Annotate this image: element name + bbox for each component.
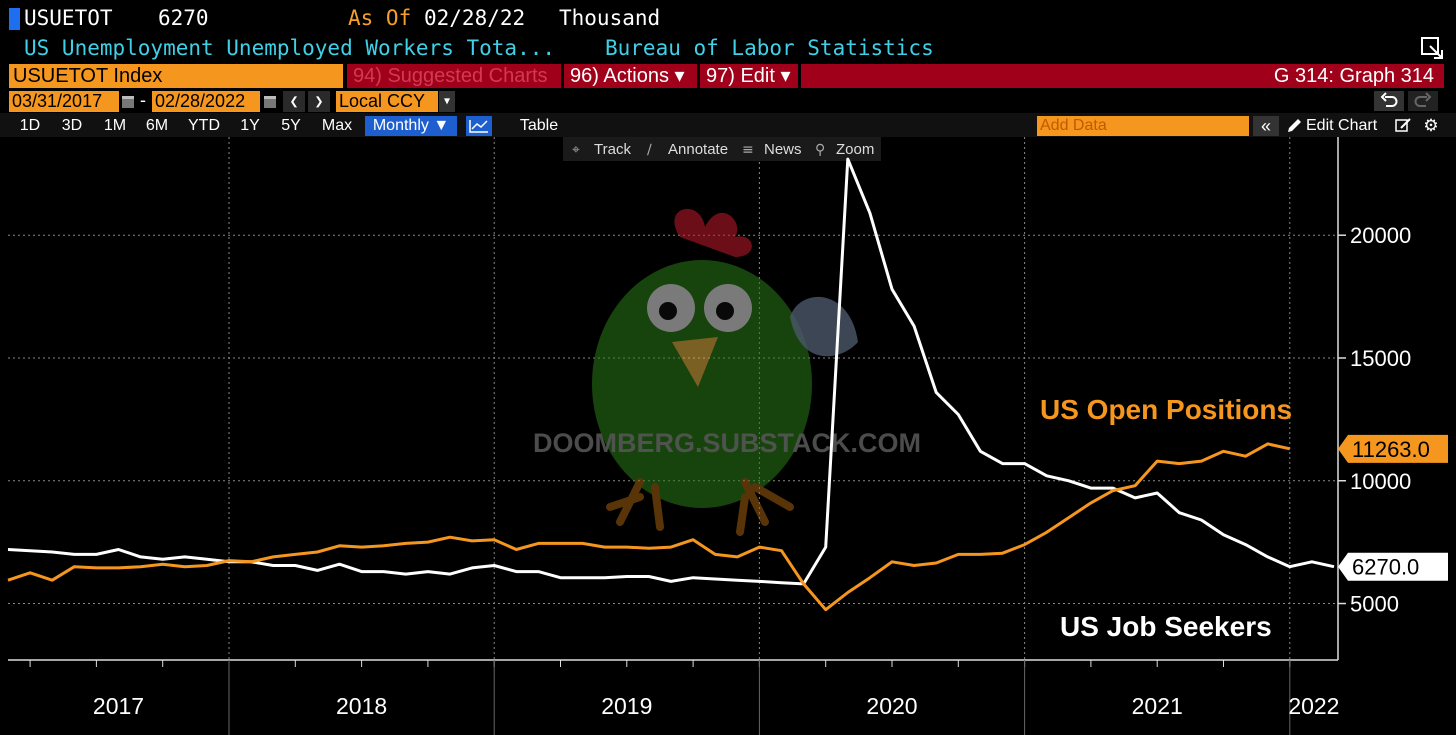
chart-area: DOOMBERG.SUBSTACK.COM ⌖ Track ∕ Annotate… — [7, 137, 1448, 735]
collapse-icon[interactable]: « — [1253, 116, 1279, 136]
add-data-input[interactable]: Add Data — [1037, 116, 1249, 136]
x-tick-label: 2019 — [601, 693, 652, 719]
table-view-button[interactable]: Table — [519, 117, 559, 134]
last-value: 6270 — [158, 6, 209, 30]
y-tick-label: 5000 — [1350, 592, 1399, 617]
last-value-tag-job-seekers-shape — [1338, 552, 1448, 581]
x-tick-label: 2020 — [866, 693, 917, 719]
period-1y-button[interactable]: 1Y — [240, 117, 260, 134]
series-label-job-seekers: US Job Seekers — [1060, 611, 1272, 642]
search-icon[interactable]: ⚲ — [815, 142, 825, 158]
track-tool[interactable]: Track — [594, 141, 631, 158]
previous-period-button[interactable]: ❮ — [283, 91, 305, 112]
chart-tools-bar: ⌖ Track ∕ Annotate ≡ News ⚲ Zoom — [563, 137, 881, 161]
last-value-tag-open-positions-text: 11263.0 — [1352, 437, 1430, 462]
date-separator: - — [140, 90, 146, 110]
period-max-button[interactable]: Max — [321, 117, 353, 134]
series-line-open-positions — [7, 442, 1291, 612]
chevron-down-icon[interactable]: ▼ — [439, 91, 455, 112]
last-value-tag-job-seekers: 6270.0 — [1338, 552, 1448, 581]
period-1m-button[interactable]: 1M — [103, 117, 127, 134]
y-tick-label: 15000 — [1350, 346, 1411, 371]
period-3d-button[interactable]: 3D — [61, 117, 83, 134]
description-row: US Unemployment Unemployed Workers Tota.… — [0, 36, 1456, 62]
x-tick-label: 2018 — [336, 693, 387, 719]
news-tool-icon[interactable]: ≡ — [742, 142, 754, 158]
graph-label: G 314: Graph 314 — [801, 64, 1444, 88]
line-chart-icon — [469, 120, 488, 133]
undo-icon — [1380, 92, 1398, 107]
line-chart-toggle[interactable] — [466, 116, 492, 136]
series-label-open-positions: US Open Positions — [1040, 394, 1292, 425]
date-range-row: 03/31/2017 - 02/28/2022 ❮ ❯ Local CCY ▼ — [0, 89, 1456, 113]
edit-chart-button[interactable]: Edit Chart — [1306, 117, 1378, 134]
next-period-button[interactable]: ❯ — [308, 91, 330, 112]
edit-settings-icon[interactable] — [1392, 116, 1414, 136]
y-tick-label: 20000 — [1350, 223, 1411, 248]
currency-select[interactable]: Local CCY — [336, 91, 438, 112]
redo-button[interactable] — [1408, 91, 1438, 111]
gear-icon[interactable]: ⚙ — [1423, 116, 1439, 135]
calendar-icon[interactable] — [121, 93, 135, 109]
undo-button[interactable] — [1374, 91, 1404, 111]
as-of-label: As Of — [348, 6, 412, 30]
source-label: Bureau of Labor Statistics — [605, 36, 934, 60]
annotate-tool-icon[interactable]: ∕ — [647, 142, 652, 158]
security-field[interactable]: USUETOT Index — [9, 64, 343, 88]
period-ytd-button[interactable]: YTD — [188, 117, 220, 134]
last-value-tag-job-seekers-text: 6270.0 — [1352, 555, 1419, 580]
y-axis-ticks: 5000 10000 15000 20000 — [1338, 223, 1411, 617]
end-date-field[interactable]: 02/28/2022 — [152, 91, 260, 112]
menu-bar: USUETOT Index 94) Suggested Charts 96) A… — [0, 62, 1456, 89]
selection-marker — [9, 8, 20, 30]
redo-icon — [1414, 92, 1432, 107]
security-header: USUETOT 6270 As Of 02/28/22 Thousand — [0, 0, 1456, 36]
frequency-select[interactable]: Monthly ▼ — [365, 116, 457, 136]
edit-menu[interactable]: 97) Edit ▾ — [700, 64, 798, 88]
period-6m-button[interactable]: 6M — [145, 117, 169, 134]
period-5y-button[interactable]: 5Y — [281, 117, 301, 134]
last-value-tag-open-positions-shape — [1338, 434, 1448, 463]
news-tool[interactable]: News — [764, 141, 802, 158]
series-description: US Unemployment Unemployed Workers Tota.… — [24, 36, 556, 60]
actions-menu[interactable]: 96) Actions ▾ — [564, 64, 697, 88]
chicken-logo — [592, 208, 858, 536]
annotate-tool[interactable]: Annotate — [668, 141, 728, 158]
expand-icon[interactable] — [1420, 36, 1444, 60]
units-label: Thousand — [559, 6, 661, 30]
x-axis-ticks: 2017 2018 2019 2020 2021 2022 — [29, 660, 1339, 735]
watermark-text: DOOMBERG.SUBSTACK.COM — [533, 428, 921, 458]
x-tick-label: 2021 — [1132, 693, 1183, 719]
as-of-date: 02/28/22 — [424, 6, 526, 30]
last-value-tags: 11263.0 6270.0 — [1338, 434, 1448, 581]
track-tool-icon[interactable]: ⌖ — [572, 142, 580, 158]
x-tick-label: 2017 — [93, 693, 144, 719]
last-value-tag-open-positions: 11263.0 — [1338, 434, 1448, 463]
suggested-charts-menu[interactable]: 94) Suggested Charts — [347, 64, 561, 88]
ticker-label: USUETOT — [24, 6, 113, 30]
calendar-icon[interactable] — [263, 93, 277, 109]
period-1d-button[interactable]: 1D — [19, 117, 41, 134]
zoom-tool[interactable]: Zoom — [836, 141, 874, 158]
x-tick-label: 2022 — [1288, 693, 1339, 719]
start-date-field[interactable]: 03/31/2017 — [9, 91, 119, 112]
y-tick-label: 10000 — [1350, 469, 1411, 494]
pencil-icon[interactable] — [1283, 116, 1305, 136]
